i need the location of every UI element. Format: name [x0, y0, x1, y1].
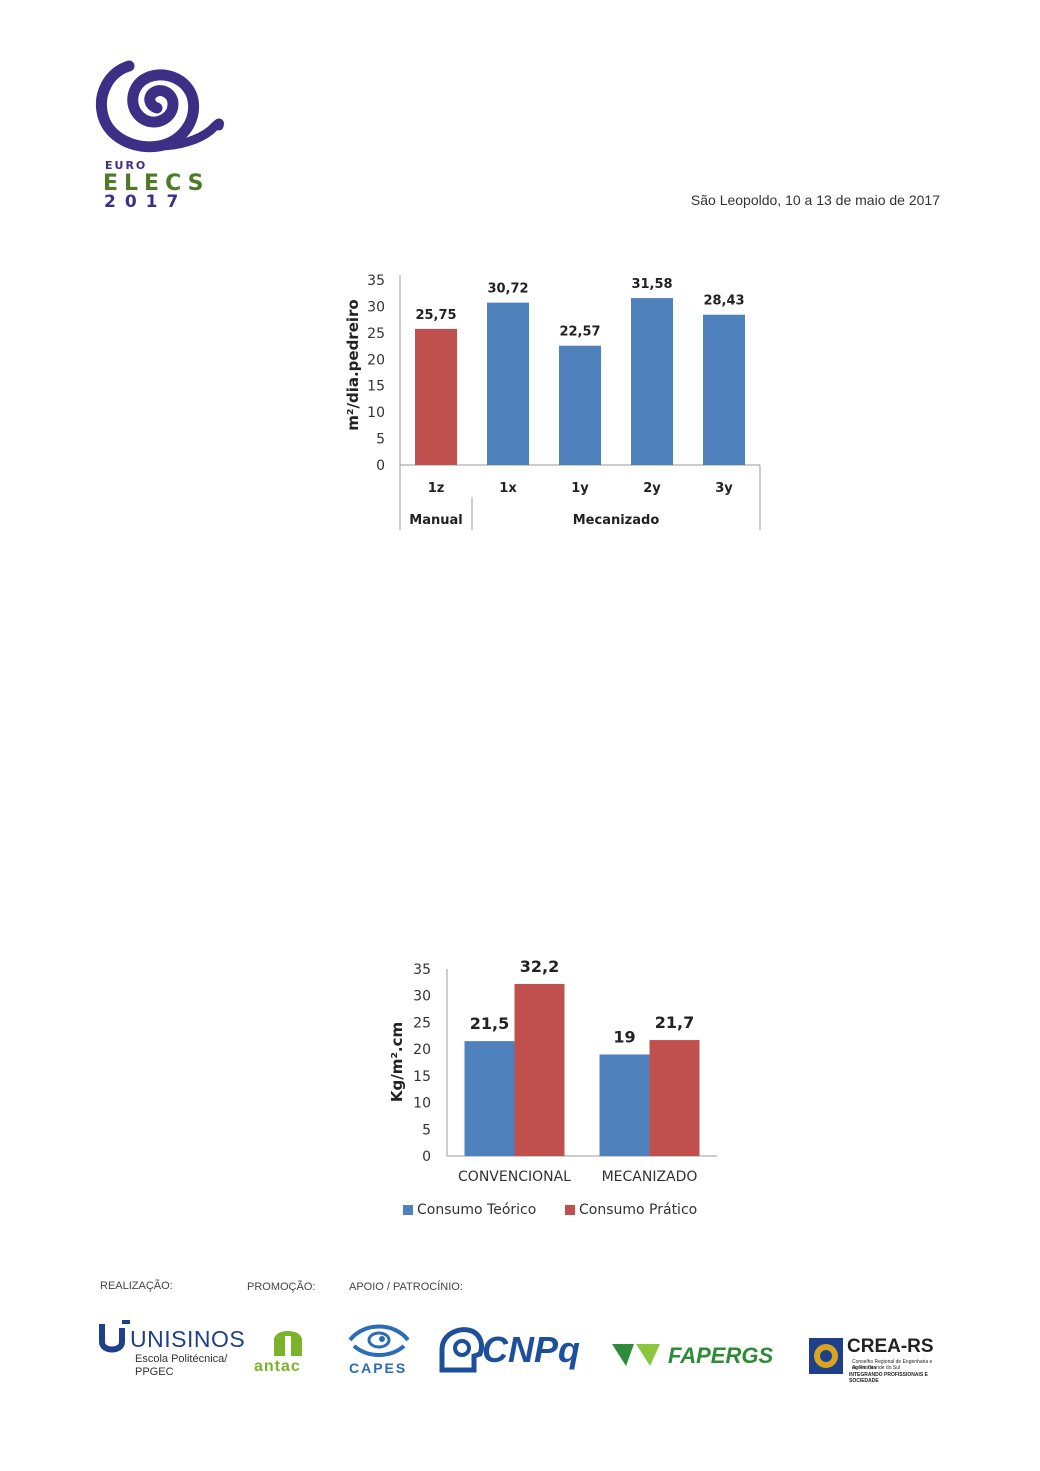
crea-sub-line-1: Conselho Regional de Engenharia e Agrono… [852, 1359, 933, 1371]
chart2-legend-swatch-pratico [565, 1205, 575, 1215]
chart2-y-tick-label: 10 [413, 1096, 431, 1112]
chart1-bar [559, 345, 601, 465]
chart2-data-label: 19 [613, 1027, 635, 1046]
chart1-category-label: 1z [428, 481, 445, 496]
consumption-chart-svg: Kg/m².cm 0 5 10 15 20 25 30 35 21,5 32,2 CONVENCIO… [388, 957, 717, 1218]
chart2-bar [649, 1040, 700, 1156]
chart2-y-tick-label: 15 [413, 1069, 431, 1085]
promocao-label: PROMOÇÃO: [247, 1281, 316, 1293]
logo-year-text: 2017 [104, 192, 187, 210]
chart2-data-label: 32,2 [520, 957, 559, 976]
logo-euro-text: EURO [105, 159, 147, 172]
chart1-y-tick-label: 20 [367, 352, 385, 368]
chart1-category-label: 1y [571, 481, 589, 496]
chart2-y-axis-label: Kg/m².cm [388, 1022, 406, 1102]
crea-sub-line-3: INTEGRANDO PROFISSIONAIS E SOCIEDADE [849, 1372, 928, 1384]
cnpq-name: CNPq [482, 1329, 580, 1370]
chart2-legend-label-pratico: Consumo Prático [579, 1202, 697, 1218]
unisinos-logo: UNISINOS Escola Politécnica/ PPGEC [98, 1318, 248, 1380]
cnpq-head-icon [439, 1327, 484, 1373]
chart1-category-label: 2y [643, 481, 661, 496]
cnpq-logo: CNPq [438, 1326, 588, 1376]
chart2-y-tick-label: 5 [422, 1122, 431, 1138]
chart1-category-label: 1x [499, 481, 517, 496]
antac-logo: antac [252, 1322, 324, 1378]
chart1-data-label: 28,43 [703, 294, 744, 309]
chart1-bar [703, 314, 745, 465]
chart2-y-tick-label: 30 [413, 989, 431, 1005]
chart2-y-tick-label: 25 [413, 1015, 431, 1031]
chart1-y-tick-label: 0 [376, 458, 385, 474]
euro-elecs-spiral-icon: EURO ELECS 2017 [96, 60, 224, 212]
unisinos-sub-line-1: Escola Politécnica/ [135, 1353, 228, 1365]
chart2-bar [599, 1054, 650, 1156]
unisinos-u-icon [99, 1320, 130, 1353]
chart2-y-tick-label: 0 [422, 1149, 431, 1165]
event-dateline: São Leopoldo, 10 a 13 de maio de 2017 [690, 192, 940, 208]
productivity-chart: m²/dia.pedreiro 0 5 10 15 20 25 30 35 25,75 1z 30,… [330, 265, 770, 540]
logo-elecs-text: ELECS [103, 171, 209, 196]
capes-name: CAPES [349, 1360, 408, 1376]
crea-sub-line-2: do Rio Grande do Sul [852, 1365, 901, 1371]
chart2-bar [464, 1041, 515, 1156]
chart1-bar [415, 328, 457, 465]
chart2-data-label: 21,7 [655, 1013, 694, 1032]
chart2-bar [514, 983, 565, 1156]
chart2-category-label: MECANIZADO [602, 1169, 698, 1185]
chart2-category-label: CONVENCIONAL [458, 1169, 571, 1185]
crea-name: CREA-RS [847, 1336, 934, 1357]
chart1-data-label: 25,75 [415, 308, 456, 323]
chart1-y-tick-label: 25 [367, 326, 385, 342]
chart1-data-label: 31,58 [631, 277, 672, 292]
fapergs-name: FAPERGS [668, 1343, 774, 1368]
fapergs-leaf-icon [612, 1344, 660, 1366]
chart1-bar [487, 302, 529, 465]
chart1-group-label-mecanizado: Mecanizado [573, 513, 660, 528]
chart1-y-tick-label: 5 [376, 432, 385, 448]
chart2-legend-swatch-teorico [403, 1205, 413, 1215]
crea-seal-icon [809, 1338, 843, 1374]
fapergs-logo: FAPERGS [610, 1340, 790, 1374]
antac-dome-icon [274, 1331, 302, 1356]
chart2-y-tick-label: 20 [413, 1042, 431, 1058]
antac-name: antac [254, 1358, 301, 1375]
unisinos-name: UNISINOS [130, 1326, 246, 1352]
crea-rs-logo: CREA-RS Conselho Regional de Engenharia … [808, 1336, 948, 1384]
chart2-data-label: 21,5 [470, 1014, 509, 1033]
chart2-legend-label-teorico: Consumo Teórico [417, 1202, 536, 1218]
chart1-bar [631, 298, 673, 465]
chart1-data-label: 22,57 [559, 325, 600, 340]
unisinos-sub-line-2: PPGEC [135, 1366, 174, 1378]
consumption-chart: Kg/m².cm 0 5 10 15 20 25 30 35 21,5 32,2 CONVENCIO… [375, 950, 735, 1235]
realizacao-label: REALIZAÇÃO: [100, 1280, 173, 1292]
chart1-y-tick-label: 30 [367, 299, 385, 315]
chart2-y-tick-label: 35 [413, 962, 431, 978]
capes-logo: CAPES [346, 1318, 412, 1380]
productivity-chart-svg: m²/dia.pedreiro 0 5 10 15 20 25 30 35 25,75 1z 30,… [344, 273, 761, 530]
chart1-y-tick-label: 15 [367, 379, 385, 395]
chart1-y-tick-label: 35 [367, 273, 385, 289]
chart1-data-label: 30,72 [487, 282, 528, 297]
euro-elecs-logo: EURO ELECS 2017 [95, 60, 230, 212]
chart1-y-axis-label: m²/dia.pedreiro [344, 299, 362, 430]
apoio-label: APOIO / PATROCÍNIO: [349, 1281, 463, 1293]
chart1-category-label: 3y [715, 481, 733, 496]
capes-eye-icon [348, 1324, 410, 1357]
chart1-group-label-manual: Manual [409, 513, 462, 528]
chart1-y-tick-label: 10 [367, 405, 385, 421]
